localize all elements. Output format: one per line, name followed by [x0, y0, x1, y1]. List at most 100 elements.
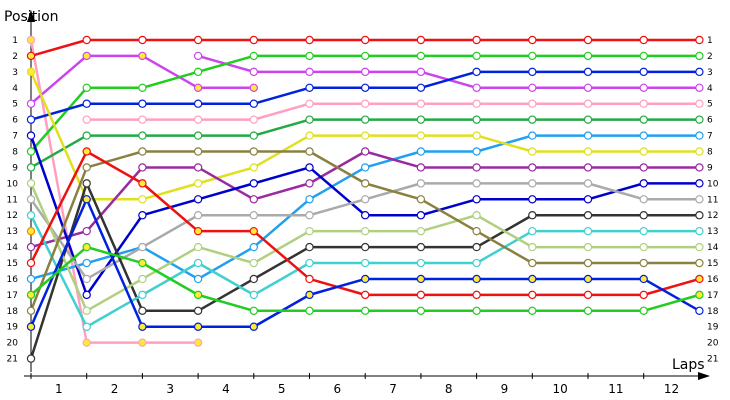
data-point	[361, 179, 370, 188]
data-point	[193, 115, 203, 124]
data-point	[26, 242, 36, 252]
data-point	[416, 163, 426, 172]
data-point	[472, 83, 481, 92]
data-point	[416, 274, 426, 284]
data-point	[528, 242, 537, 252]
data-point	[193, 179, 203, 188]
data-point	[361, 258, 370, 268]
y-tick-label-left: 10	[7, 179, 19, 189]
data-point	[26, 99, 36, 108]
y-tick-label-right: 12	[707, 211, 718, 221]
data-point	[138, 258, 147, 268]
x-tick-label: 1	[55, 382, 63, 396]
data-point	[26, 258, 36, 268]
data-point	[249, 163, 258, 172]
y-tick-label-right: 11	[707, 195, 718, 205]
data-point	[361, 306, 370, 316]
data-point	[82, 115, 91, 124]
data-point	[305, 163, 314, 172]
y-tick-label-left: 12	[7, 211, 18, 221]
y-tick-label-left: 19	[7, 323, 19, 333]
data-point	[639, 163, 648, 172]
data-point	[193, 195, 203, 204]
y-tick-label-right: 1	[707, 36, 713, 46]
data-point	[82, 35, 91, 45]
data-point	[695, 131, 704, 140]
data-point	[583, 67, 593, 77]
data-point	[193, 147, 203, 156]
data-point	[695, 179, 704, 188]
data-point	[138, 163, 147, 172]
data-point	[249, 211, 258, 220]
data-point	[416, 147, 426, 156]
data-point	[639, 226, 648, 236]
data-point	[472, 147, 481, 156]
data-point	[416, 131, 426, 140]
data-point	[26, 226, 36, 236]
data-point	[82, 179, 91, 188]
data-point	[361, 99, 370, 108]
data-point	[639, 211, 648, 220]
series-markers	[26, 35, 704, 363]
data-point	[305, 35, 314, 45]
data-point	[472, 290, 481, 300]
data-point	[249, 258, 258, 268]
data-point	[528, 195, 537, 204]
data-point	[695, 274, 704, 284]
data-point	[26, 131, 36, 140]
data-point	[26, 322, 36, 331]
data-point	[416, 67, 426, 77]
data-point	[416, 242, 426, 252]
data-point	[472, 115, 481, 124]
data-point	[249, 242, 258, 252]
data-point	[416, 99, 426, 108]
series-line	[29, 70, 701, 121]
data-point	[583, 179, 593, 188]
data-point	[26, 195, 36, 204]
data-point	[472, 67, 481, 77]
data-point	[138, 99, 147, 108]
data-point	[138, 83, 147, 92]
data-point	[26, 67, 36, 77]
data-point	[82, 322, 91, 331]
x-tick-label: 8	[445, 382, 453, 396]
data-point	[361, 115, 370, 124]
data-point	[416, 51, 426, 61]
data-point	[528, 131, 537, 140]
data-point	[695, 35, 704, 45]
data-point	[472, 226, 481, 236]
data-point	[82, 147, 91, 156]
y-tick-label-right: 20	[707, 339, 719, 349]
data-point	[249, 226, 258, 236]
data-point	[416, 306, 426, 316]
data-point	[26, 290, 36, 300]
y-tick-label-right: 19	[707, 323, 719, 333]
data-point	[639, 35, 648, 45]
data-point	[361, 67, 370, 77]
data-point	[639, 67, 648, 77]
data-point	[695, 258, 704, 268]
y-tick-label-left: 13	[7, 227, 18, 237]
data-point	[583, 242, 593, 252]
data-point	[583, 147, 593, 156]
y-tick-label-right: 6	[707, 116, 713, 126]
data-point	[583, 115, 593, 124]
data-point	[695, 115, 704, 124]
data-point	[249, 147, 258, 156]
data-point	[305, 290, 314, 300]
data-point	[416, 211, 426, 220]
data-point	[249, 306, 258, 316]
data-point	[472, 131, 481, 140]
data-point	[193, 226, 203, 236]
data-point	[26, 147, 36, 156]
data-point	[361, 35, 370, 45]
data-point	[138, 242, 147, 252]
data-point	[472, 195, 481, 204]
y-axis-arrow	[27, 10, 35, 22]
y-tick-label-left: 15	[7, 259, 18, 269]
data-point	[528, 67, 537, 77]
y-tick-label-left: 11	[7, 195, 18, 205]
series-line	[29, 150, 701, 297]
